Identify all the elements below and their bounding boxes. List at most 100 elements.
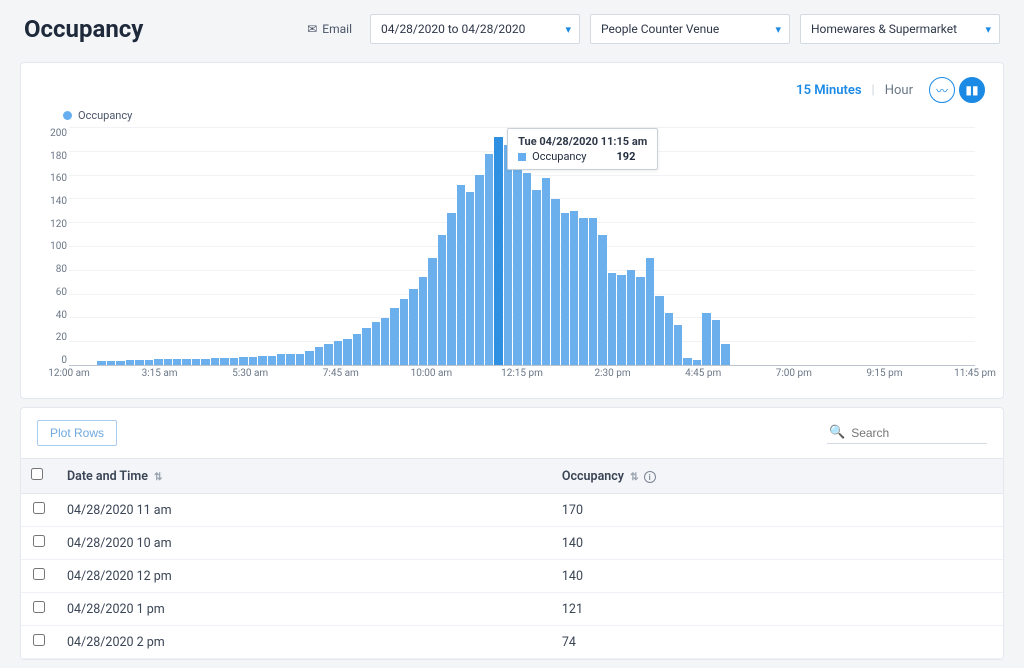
chart-bar[interactable] xyxy=(286,354,294,365)
chart-bar[interactable] xyxy=(164,359,172,365)
table-row[interactable]: 04/28/2020 11 am170 xyxy=(21,494,1003,527)
chart-bar[interactable] xyxy=(494,137,502,365)
chart-bar[interactable] xyxy=(712,320,720,365)
chart-bar[interactable] xyxy=(457,185,465,365)
chart-bar[interactable] xyxy=(561,213,569,365)
cell-datetime: 04/28/2020 11 am xyxy=(57,494,552,527)
chart-bar[interactable] xyxy=(504,145,512,365)
row-checkbox[interactable] xyxy=(33,535,45,547)
chart-bar[interactable] xyxy=(674,325,682,365)
chart-bar[interactable] xyxy=(192,359,200,365)
chart-bar[interactable] xyxy=(438,235,446,365)
row-checkbox[interactable] xyxy=(33,568,45,580)
chart-bar[interactable] xyxy=(268,356,276,365)
chart-bar[interactable] xyxy=(523,173,531,365)
chart-bar[interactable] xyxy=(665,313,673,365)
col-occupancy-header[interactable]: Occupancy ⇅ i xyxy=(552,459,1003,494)
chart-bar[interactable] xyxy=(107,361,115,365)
chart-bar[interactable] xyxy=(608,273,616,365)
chart-bar[interactable] xyxy=(116,361,124,365)
chart-bar[interactable] xyxy=(513,164,521,365)
table-row[interactable]: 04/28/2020 10 am140 xyxy=(21,527,1003,560)
bar-chart-toggle[interactable]: ▮▮ xyxy=(959,77,985,103)
chart-bar[interactable] xyxy=(145,360,153,365)
chart-bar[interactable] xyxy=(135,360,143,365)
table-row[interactable]: 04/28/2020 12 pm140 xyxy=(21,560,1003,593)
row-checkbox[interactable] xyxy=(33,601,45,613)
tooltip-series: Occupancy xyxy=(532,150,586,163)
interval-15min[interactable]: 15 Minutes xyxy=(796,83,861,98)
search-input[interactable] xyxy=(851,426,1006,440)
chart-bar[interactable] xyxy=(400,299,408,365)
x-tick: 9:15 pm xyxy=(866,368,902,379)
row-checkbox[interactable] xyxy=(33,634,45,646)
chart-bar[interactable] xyxy=(277,354,285,365)
chart-bar[interactable] xyxy=(324,344,332,365)
chart-bar[interactable] xyxy=(334,341,342,365)
page-header: Occupancy ✉ Email 04/28/2020 to 04/28/20… xyxy=(0,0,1024,54)
chart-bar[interactable] xyxy=(305,351,313,365)
chart-bar[interactable] xyxy=(258,356,266,365)
chart-bar[interactable] xyxy=(381,318,389,365)
chart-tooltip: Tue 04/28/2020 11:15 am Occupancy 192 xyxy=(507,128,658,170)
chart-bar[interactable] xyxy=(372,322,380,365)
chart-bar[interactable] xyxy=(126,360,134,365)
select-all-checkbox[interactable] xyxy=(31,468,43,480)
chart-bar[interactable] xyxy=(589,218,597,365)
table-row[interactable]: 04/28/2020 1 pm121 xyxy=(21,593,1003,626)
chart-bar[interactable] xyxy=(721,344,729,365)
chart-bar[interactable] xyxy=(428,258,436,365)
chart-bar[interactable] xyxy=(542,178,550,365)
chart-bar[interactable] xyxy=(315,347,323,365)
email-button[interactable]: ✉ Email xyxy=(307,22,352,36)
chart-bar[interactable] xyxy=(636,277,644,365)
date-range-select[interactable]: 04/28/2020 to 04/28/2020 ▾ xyxy=(370,14,580,44)
chart-bar[interactable] xyxy=(532,190,540,365)
chart-bar[interactable] xyxy=(475,175,483,365)
chart-bar[interactable] xyxy=(570,211,578,365)
chart-bar[interactable] xyxy=(419,277,427,365)
chart-bar[interactable] xyxy=(447,213,455,365)
y-tick: 180 xyxy=(41,151,67,162)
table-search[interactable]: 🔍 xyxy=(827,422,987,444)
chart-bar[interactable] xyxy=(617,275,625,365)
table-row[interactable]: 04/28/2020 2 pm74 xyxy=(21,626,1003,659)
chart-bar[interactable] xyxy=(598,235,606,365)
chart-bar[interactable] xyxy=(230,358,238,365)
chart-bar[interactable] xyxy=(220,358,228,365)
plot-rows-button[interactable]: Plot Rows xyxy=(37,420,117,446)
chart-bar[interactable] xyxy=(353,334,361,365)
chart-bar[interactable] xyxy=(390,308,398,365)
chart-bar[interactable] xyxy=(201,359,209,365)
chart-bar[interactable] xyxy=(466,192,474,365)
chart-bar[interactable] xyxy=(97,361,105,365)
chart-bar[interactable] xyxy=(362,328,370,365)
chart-bar[interactable] xyxy=(409,289,417,365)
chart-bar[interactable] xyxy=(627,270,635,365)
col-datetime-header[interactable]: Date and Time ⇅ xyxy=(57,459,552,494)
info-icon[interactable]: i xyxy=(644,471,656,483)
chart-bar[interactable] xyxy=(211,358,219,365)
chart-bar[interactable] xyxy=(693,360,701,365)
chart-bar[interactable] xyxy=(154,359,162,365)
zone-select[interactable]: Homewares & Supermarket ▾ xyxy=(800,14,1000,44)
chart-bar[interactable] xyxy=(655,296,663,365)
chart-bar[interactable] xyxy=(249,357,257,365)
chart-bar[interactable] xyxy=(579,218,587,365)
chart-bar[interactable] xyxy=(182,359,190,365)
chart-bar[interactable] xyxy=(239,357,247,365)
chart-bar[interactable] xyxy=(343,339,351,365)
row-checkbox[interactable] xyxy=(33,502,45,514)
date-range-value: 04/28/2020 to 04/28/2020 xyxy=(381,22,525,36)
venue-select[interactable]: People Counter Venue ▾ xyxy=(590,14,790,44)
chart-bar[interactable] xyxy=(485,154,493,365)
chart-bar[interactable] xyxy=(296,354,304,365)
chart-bar[interactable] xyxy=(702,313,710,365)
chart-bar[interactable] xyxy=(551,199,559,365)
y-tick: 100 xyxy=(41,241,67,252)
chart-bar[interactable] xyxy=(173,359,181,365)
chart-bar[interactable] xyxy=(646,258,654,365)
chart-bar[interactable] xyxy=(683,358,691,365)
line-chart-toggle[interactable]: 〰 xyxy=(929,77,955,103)
interval-hour[interactable]: Hour xyxy=(885,83,913,98)
